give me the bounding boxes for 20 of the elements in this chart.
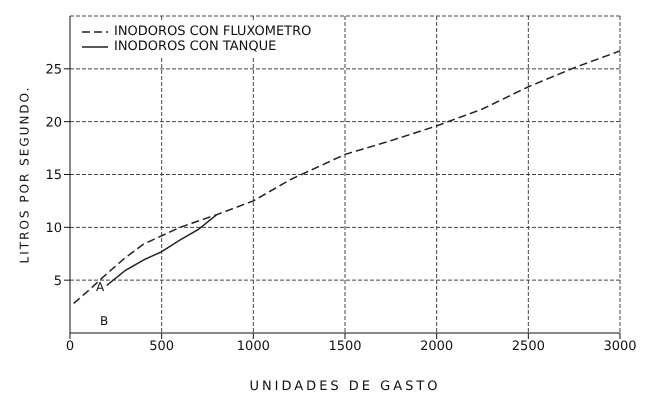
annotation: B xyxy=(100,314,108,328)
y-tick-label: 20 xyxy=(45,115,62,130)
y-axis-title: LITROS POR SEGUNDO. xyxy=(17,86,32,264)
x-tick-label: 500 xyxy=(149,339,174,354)
legend-label: INODOROS CON FLUXOMETRO xyxy=(114,24,312,39)
x-tick-label: 1500 xyxy=(328,339,362,354)
legend-label: INODOROS CON TANQUE xyxy=(114,39,276,54)
x-tick-label: 2000 xyxy=(420,339,454,354)
line-series xyxy=(106,214,218,286)
y-tick-label: 15 xyxy=(45,168,62,184)
x-tick-label: 2500 xyxy=(512,339,545,354)
y-tick-label: 5 xyxy=(54,274,62,289)
y-tick-label: 10 xyxy=(45,220,62,236)
x-tick-label: 0 xyxy=(66,339,74,354)
x-tick-label: 1000 xyxy=(236,339,270,354)
annotation: A xyxy=(96,280,105,294)
x-tick-label: 3000 xyxy=(603,339,637,354)
y-tick-label: 25 xyxy=(45,62,62,78)
x-axis-title: UNIDADES DE GASTO xyxy=(249,379,441,394)
line-series xyxy=(72,50,620,304)
